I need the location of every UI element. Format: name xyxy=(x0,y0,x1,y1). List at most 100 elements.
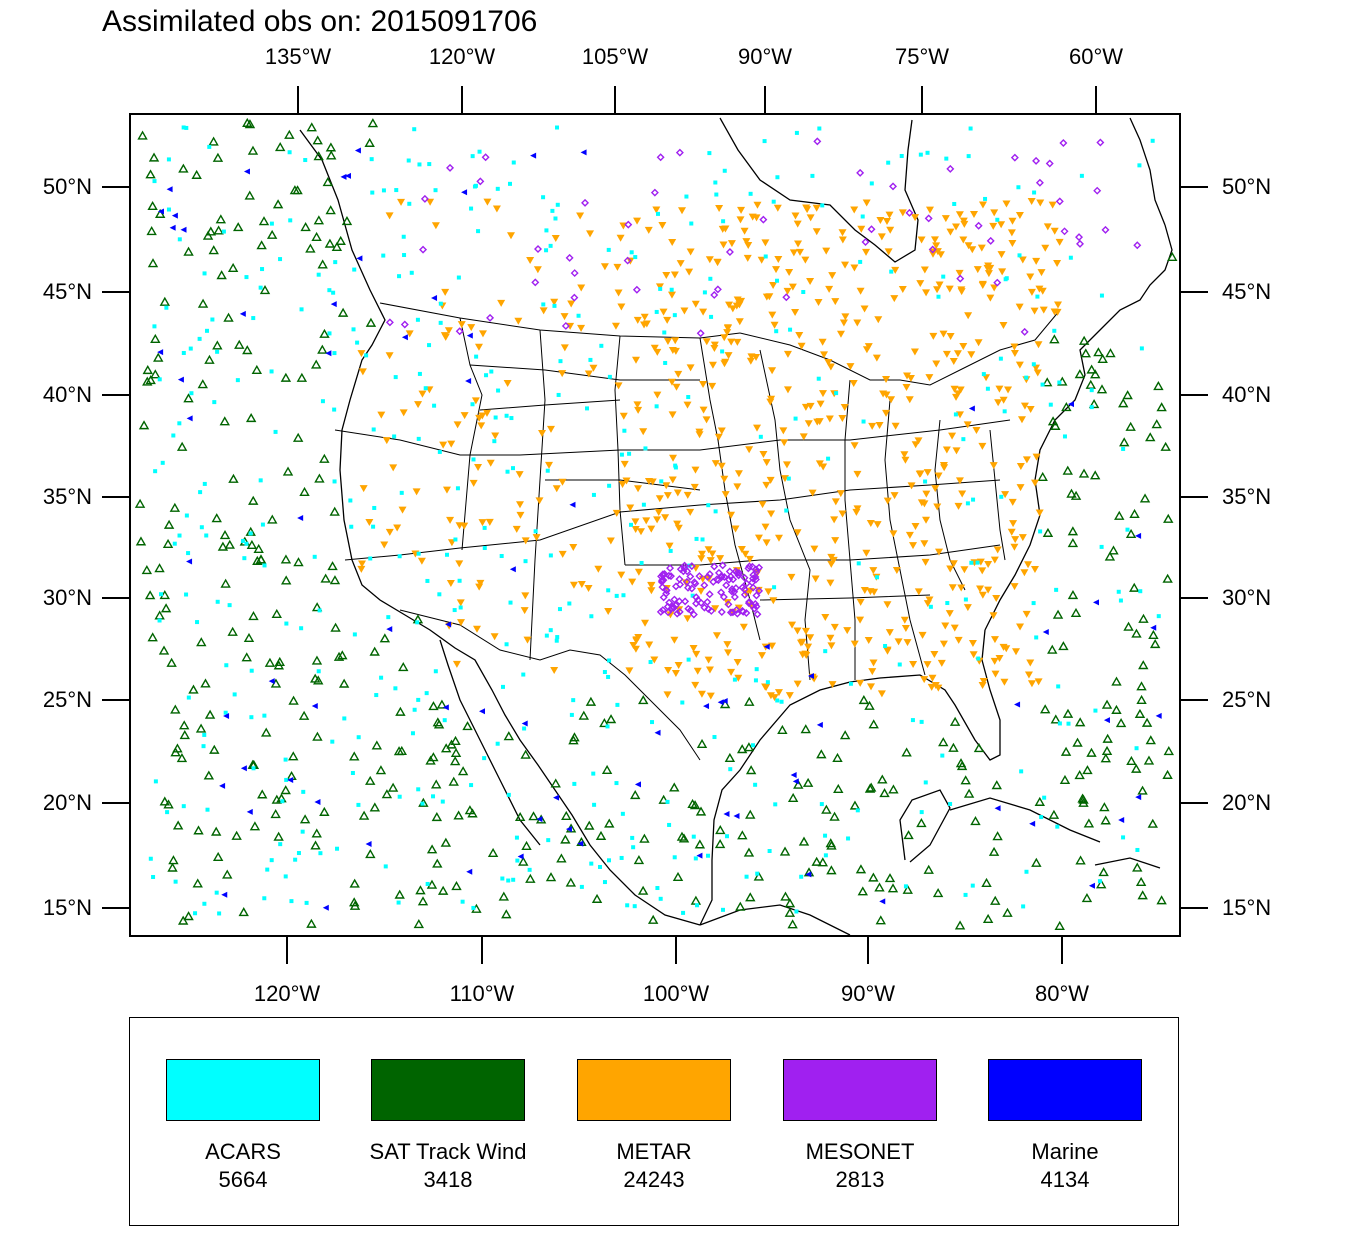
acars-marker xyxy=(393,686,398,691)
sat-marker xyxy=(349,878,360,888)
metar-marker xyxy=(853,470,862,478)
metar-marker xyxy=(734,470,743,478)
sat-marker xyxy=(329,575,341,585)
sat-marker xyxy=(1047,644,1058,654)
marine-marker xyxy=(243,168,250,175)
metar-marker xyxy=(696,587,705,595)
sat-marker xyxy=(227,262,239,273)
sat-marker xyxy=(258,216,270,226)
metar-marker xyxy=(431,222,440,230)
acars-marker xyxy=(273,429,278,434)
acars-marker xyxy=(567,601,572,606)
acars-marker xyxy=(923,780,928,785)
sat-marker xyxy=(298,710,310,720)
metar-marker xyxy=(1010,349,1019,357)
acars-marker xyxy=(212,400,217,405)
sat-marker xyxy=(172,820,184,830)
metar-marker xyxy=(774,534,783,542)
metar-marker xyxy=(774,256,783,264)
metar-marker xyxy=(946,333,955,341)
metar-marker xyxy=(941,622,950,630)
marine-marker xyxy=(461,189,468,196)
acars-marker xyxy=(423,386,428,391)
acars-marker xyxy=(548,243,553,248)
acars-marker xyxy=(767,849,772,854)
acars-marker xyxy=(558,359,563,364)
acars-marker xyxy=(510,466,515,471)
acars-marker xyxy=(438,301,443,306)
metar-marker xyxy=(836,330,845,338)
sat-marker xyxy=(338,678,350,688)
sat-marker xyxy=(367,118,379,128)
metar-marker xyxy=(867,683,876,691)
metar-marker xyxy=(440,332,449,340)
metar-marker xyxy=(645,641,654,649)
sat-marker xyxy=(176,441,188,451)
meso-marker xyxy=(735,569,744,578)
acars-marker xyxy=(417,162,422,167)
sat-marker xyxy=(154,208,166,218)
acars-marker xyxy=(240,538,245,543)
metar-marker xyxy=(923,661,932,669)
sat-marker xyxy=(296,372,308,382)
sat-marker xyxy=(503,731,515,741)
sat-marker xyxy=(248,611,259,621)
sat-marker xyxy=(832,752,843,763)
metar-marker xyxy=(741,550,750,558)
metar-marker xyxy=(710,345,719,353)
sat-marker xyxy=(970,816,981,826)
acars-marker xyxy=(668,548,673,553)
sat-marker xyxy=(145,374,156,385)
sat-marker xyxy=(253,543,264,554)
acars-marker xyxy=(269,221,274,226)
marine-marker xyxy=(723,811,730,818)
sat-marker xyxy=(715,824,726,835)
metar-marker xyxy=(850,442,859,450)
sat-marker xyxy=(1052,609,1064,619)
acars-marker xyxy=(199,525,204,530)
acars-marker xyxy=(482,756,487,761)
meso-marker xyxy=(1133,241,1142,250)
sat-marker xyxy=(902,884,913,894)
metar-marker xyxy=(806,634,815,642)
metar-marker xyxy=(873,521,882,529)
metar-marker xyxy=(1043,223,1052,231)
metar-marker xyxy=(828,272,837,280)
sat-marker xyxy=(1131,628,1142,638)
metar-marker xyxy=(879,390,888,398)
metar-marker xyxy=(584,370,593,378)
sat-marker xyxy=(578,710,590,720)
meso-marker xyxy=(740,573,749,582)
metar-marker xyxy=(1027,198,1036,206)
acars-marker xyxy=(333,260,338,265)
sat-marker xyxy=(1125,421,1136,431)
acars-marker xyxy=(963,892,968,897)
legend-label: METAR xyxy=(616,1139,692,1164)
meso-marker xyxy=(385,318,394,327)
acars-marker xyxy=(356,802,361,807)
acars-marker xyxy=(527,867,532,872)
acars-marker xyxy=(606,674,611,679)
sat-marker xyxy=(274,142,286,152)
acars-marker xyxy=(205,807,210,812)
meso-marker xyxy=(924,214,933,223)
acars-marker xyxy=(758,434,763,439)
metar-marker xyxy=(473,625,482,633)
metar-marker xyxy=(357,350,366,358)
acars-marker xyxy=(579,884,584,889)
sat-marker xyxy=(204,709,216,719)
metar-marker xyxy=(959,217,968,225)
metar-marker xyxy=(629,642,638,650)
sat-marker xyxy=(669,782,680,792)
metar-marker xyxy=(1018,534,1027,542)
metar-marker xyxy=(932,360,941,368)
acars-marker xyxy=(244,541,249,546)
acars-marker xyxy=(952,201,957,206)
sat-marker xyxy=(1042,527,1054,537)
acars-marker xyxy=(630,835,635,840)
marine-marker xyxy=(442,704,449,711)
metar-marker xyxy=(1054,301,1063,309)
metar-marker xyxy=(670,271,679,279)
metar-marker xyxy=(662,271,671,279)
acars-marker xyxy=(251,766,256,771)
